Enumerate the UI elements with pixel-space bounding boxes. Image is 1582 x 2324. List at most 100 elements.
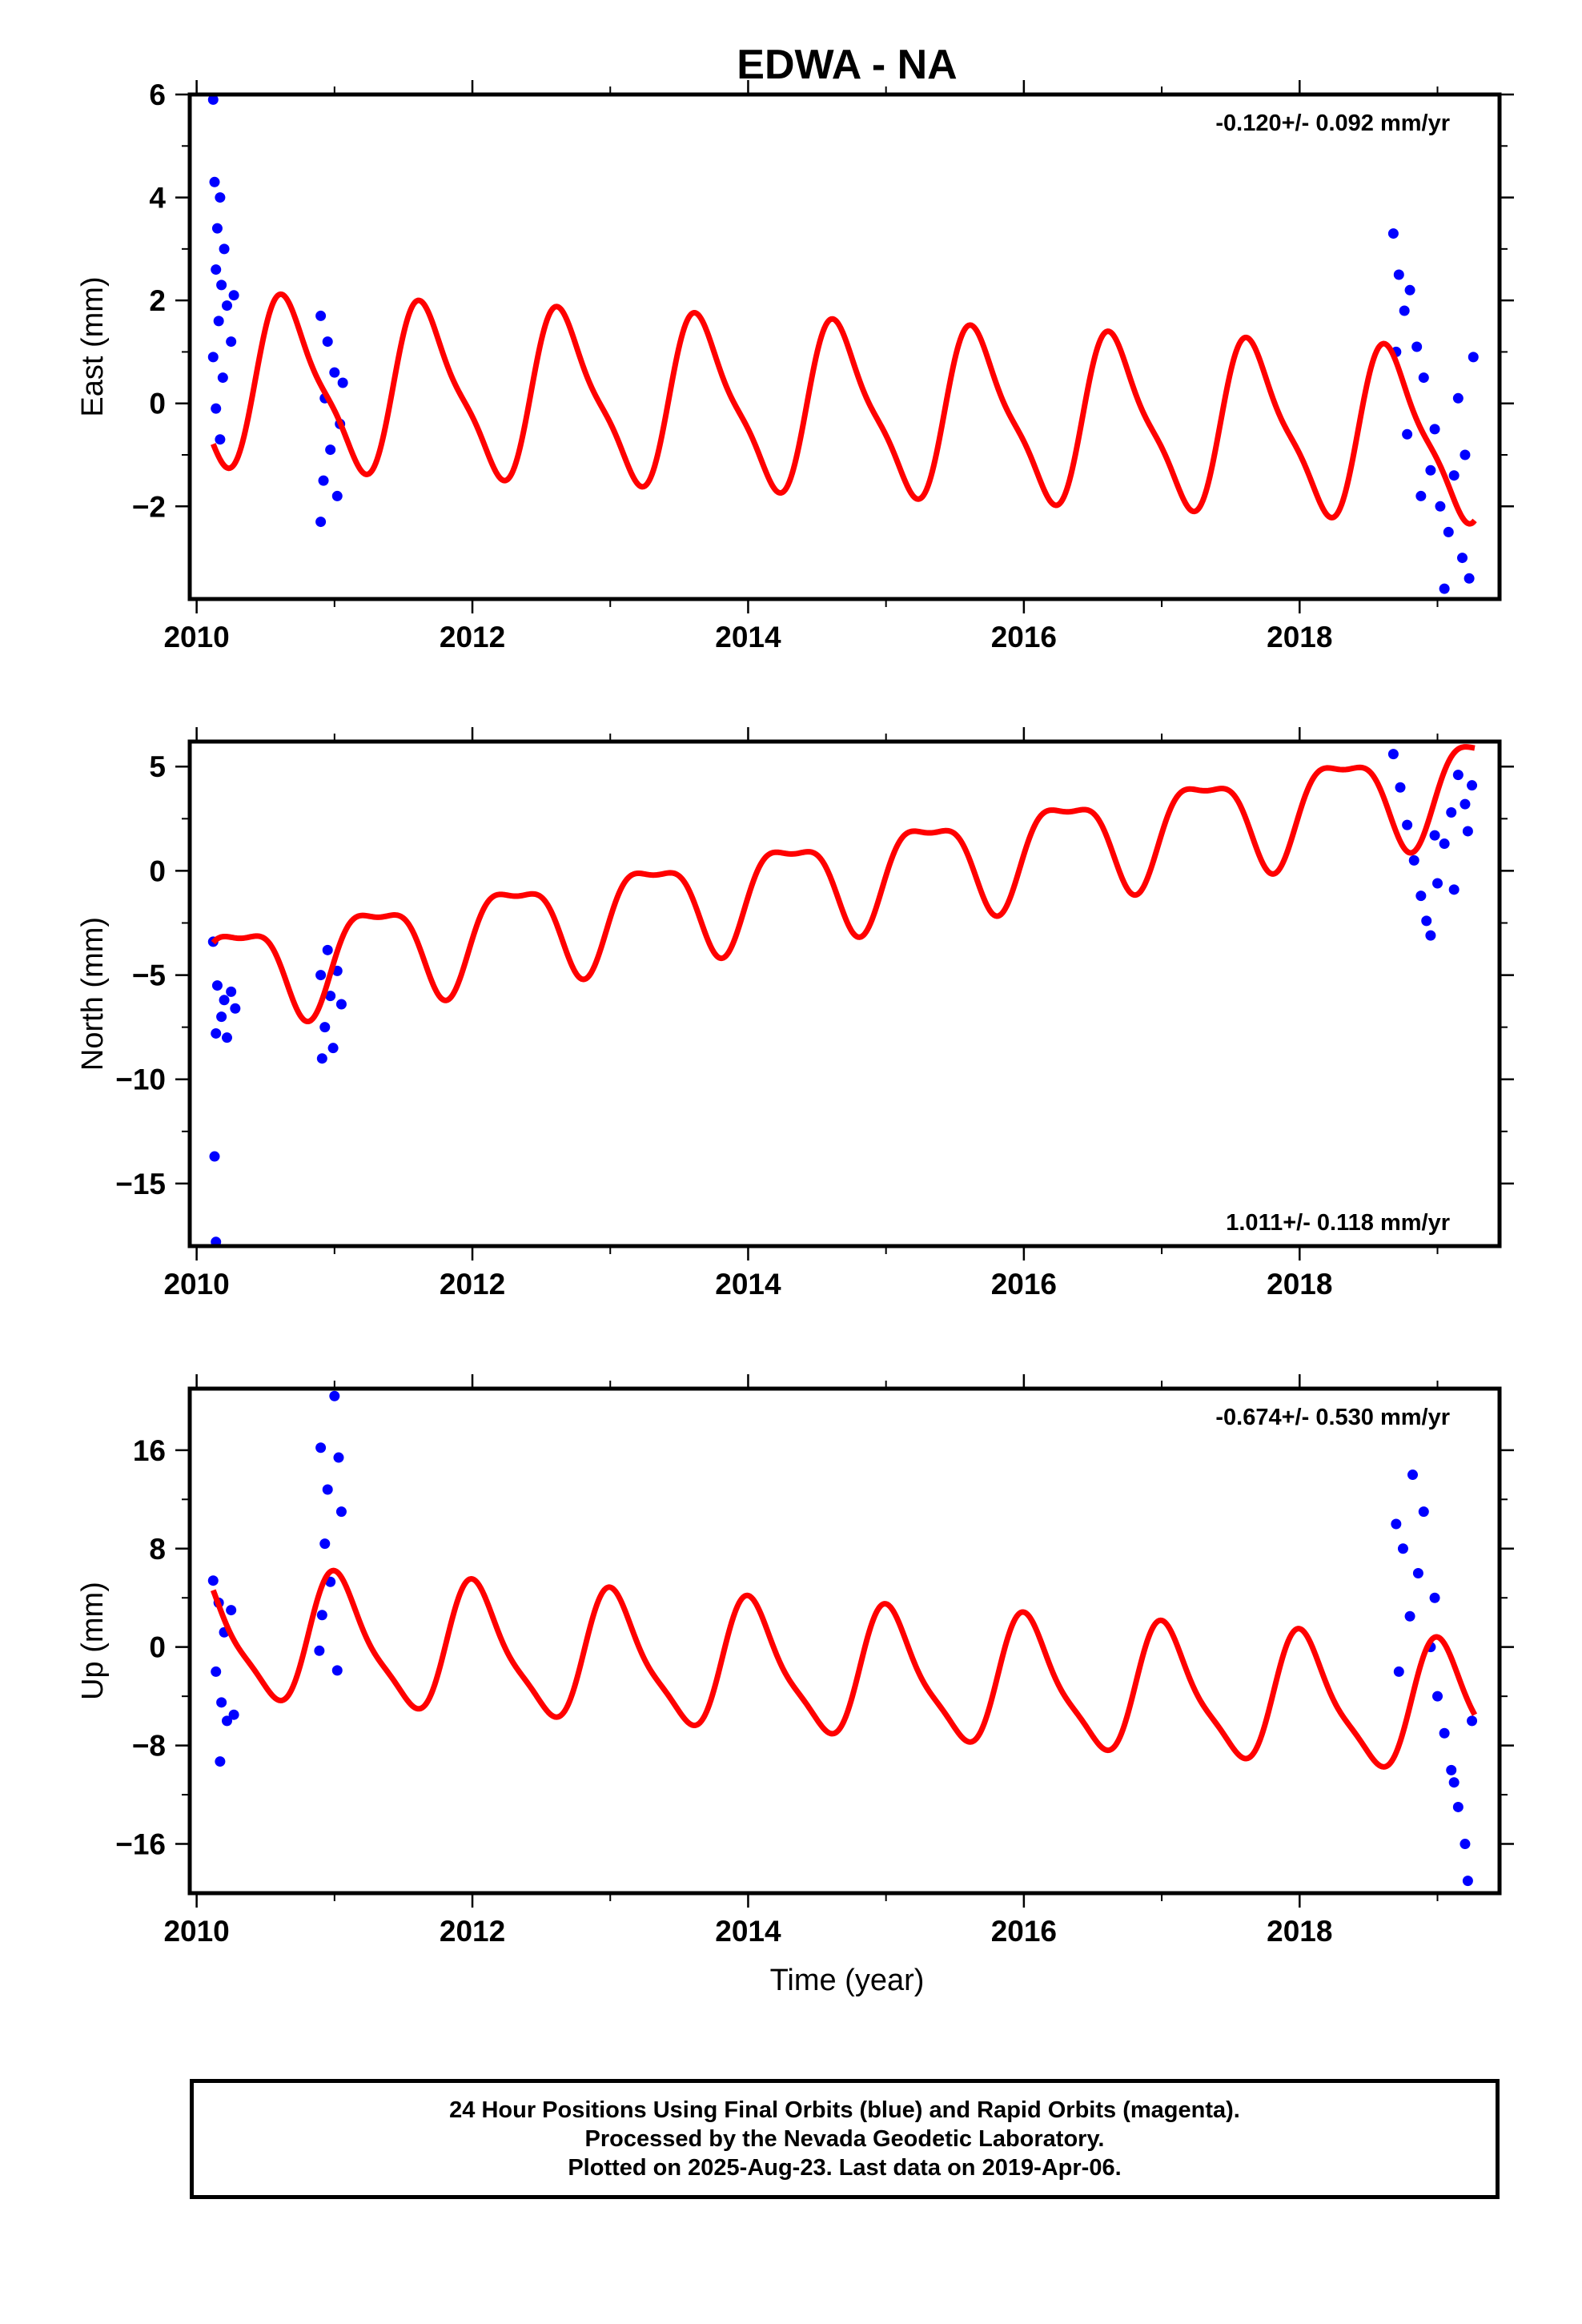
data-point bbox=[1387, 749, 1399, 760]
data-point bbox=[219, 243, 230, 255]
x-tick-label: 2016 bbox=[991, 621, 1057, 653]
data-point bbox=[1429, 830, 1440, 841]
data-point bbox=[1452, 392, 1464, 404]
plot-frame bbox=[187, 1386, 1502, 1896]
data-point bbox=[221, 1715, 232, 1727]
data-point bbox=[1415, 490, 1427, 501]
data-point bbox=[1404, 1610, 1415, 1622]
footer-line-1: 24 Hour Positions Using Final Orbits (bl… bbox=[449, 2097, 1240, 2123]
data-point bbox=[315, 310, 327, 321]
data-point bbox=[1387, 228, 1399, 239]
data-point bbox=[322, 944, 333, 955]
data-point bbox=[1448, 884, 1460, 895]
final-orbit-points bbox=[207, 1390, 1478, 1887]
data-point bbox=[325, 444, 336, 456]
model-fit-curve bbox=[211, 291, 1477, 527]
data-point bbox=[1393, 269, 1404, 280]
data-point bbox=[315, 1442, 327, 1454]
data-point bbox=[1452, 770, 1464, 781]
y-tick-label: 0 bbox=[149, 1631, 166, 1664]
data-point bbox=[1439, 583, 1450, 594]
data-point bbox=[335, 1506, 347, 1518]
y-tick-label: −2 bbox=[132, 490, 166, 523]
y-tick-label: 8 bbox=[149, 1533, 166, 1566]
data-point bbox=[1425, 930, 1436, 941]
data-point bbox=[337, 377, 348, 388]
data-point bbox=[1432, 878, 1443, 889]
data-point bbox=[211, 403, 222, 414]
y-tick-label: −10 bbox=[115, 1063, 166, 1096]
x-tick-label: 2010 bbox=[163, 1268, 229, 1301]
data-point bbox=[327, 1043, 339, 1054]
data-point bbox=[1467, 1715, 1478, 1727]
data-point bbox=[322, 336, 333, 348]
data-point bbox=[211, 1666, 222, 1677]
data-point bbox=[1439, 1727, 1450, 1739]
data-point bbox=[1418, 372, 1429, 384]
data-point bbox=[1393, 1666, 1404, 1677]
data-point bbox=[1407, 1470, 1419, 1481]
y-tick-label: 4 bbox=[149, 182, 166, 215]
plot-frame bbox=[187, 92, 1502, 601]
data-point bbox=[316, 1610, 327, 1621]
data-point bbox=[216, 1697, 227, 1708]
data-point bbox=[211, 1027, 222, 1039]
x-tick-label: 2012 bbox=[440, 1268, 505, 1301]
data-point bbox=[228, 1709, 239, 1720]
data-point bbox=[314, 1645, 325, 1656]
data-point bbox=[316, 1053, 327, 1064]
data-point bbox=[1452, 1801, 1464, 1812]
data-point bbox=[1439, 838, 1450, 850]
model-fit-curve bbox=[211, 1567, 1478, 1770]
data-point bbox=[226, 986, 237, 997]
data-point bbox=[1435, 501, 1446, 512]
data-point bbox=[221, 300, 232, 312]
data-point bbox=[331, 490, 343, 501]
final-orbit-points bbox=[207, 749, 1478, 1246]
data-point bbox=[211, 223, 223, 234]
data-point bbox=[1462, 826, 1473, 837]
velocity-label: 1.011+/- 0.118 mm/yr bbox=[1226, 1210, 1450, 1236]
data-point bbox=[1464, 573, 1475, 584]
data-point bbox=[226, 1605, 237, 1616]
data-point bbox=[1429, 1592, 1440, 1603]
data-point bbox=[1432, 1691, 1443, 1702]
x-tick-label: 2010 bbox=[163, 621, 229, 653]
data-point bbox=[230, 1003, 241, 1014]
y-axis-label: Up (mm) bbox=[76, 1582, 110, 1700]
data-point bbox=[329, 367, 340, 378]
data-point bbox=[1404, 284, 1415, 296]
data-point bbox=[335, 999, 347, 1010]
data-point bbox=[1421, 915, 1432, 927]
figure-title: EDWA - NA bbox=[737, 42, 957, 88]
data-point bbox=[213, 316, 224, 327]
x-tick-label: 2016 bbox=[991, 1268, 1057, 1301]
x-tick-label: 2014 bbox=[715, 1268, 781, 1301]
y-tick-label: −8 bbox=[132, 1730, 166, 1763]
data-point bbox=[1443, 526, 1454, 537]
y-tick-label: −15 bbox=[115, 1168, 166, 1200]
y-tick-label: −16 bbox=[115, 1828, 166, 1861]
data-point bbox=[1468, 352, 1479, 363]
footer-caption-box: 24 Hour Positions Using Final Orbits (bl… bbox=[190, 2079, 1500, 2199]
data-point bbox=[216, 279, 227, 291]
y-tick-label: 0 bbox=[149, 854, 166, 887]
data-point bbox=[1402, 428, 1413, 440]
data-point bbox=[1399, 305, 1410, 316]
footer-line-2: Processed by the Nevada Geodetic Laborat… bbox=[584, 2126, 1105, 2152]
plot-frame bbox=[187, 739, 1502, 1248]
x-tick-label: 2012 bbox=[440, 1915, 505, 1948]
velocity-label: -0.674+/- 0.530 mm/yr bbox=[1215, 1405, 1450, 1430]
data-point bbox=[1412, 1567, 1423, 1578]
data-point bbox=[325, 991, 336, 1002]
y-axis-label: East (mm) bbox=[76, 276, 110, 416]
data-point bbox=[1411, 341, 1423, 352]
data-point bbox=[228, 290, 239, 301]
data-point bbox=[1448, 1777, 1460, 1788]
velocity-label: -0.120+/- 0.092 mm/yr bbox=[1215, 111, 1450, 136]
data-point bbox=[211, 980, 223, 991]
data-point bbox=[1408, 854, 1419, 866]
data-point bbox=[319, 1538, 331, 1550]
x-tick-label: 2014 bbox=[715, 1915, 781, 1948]
